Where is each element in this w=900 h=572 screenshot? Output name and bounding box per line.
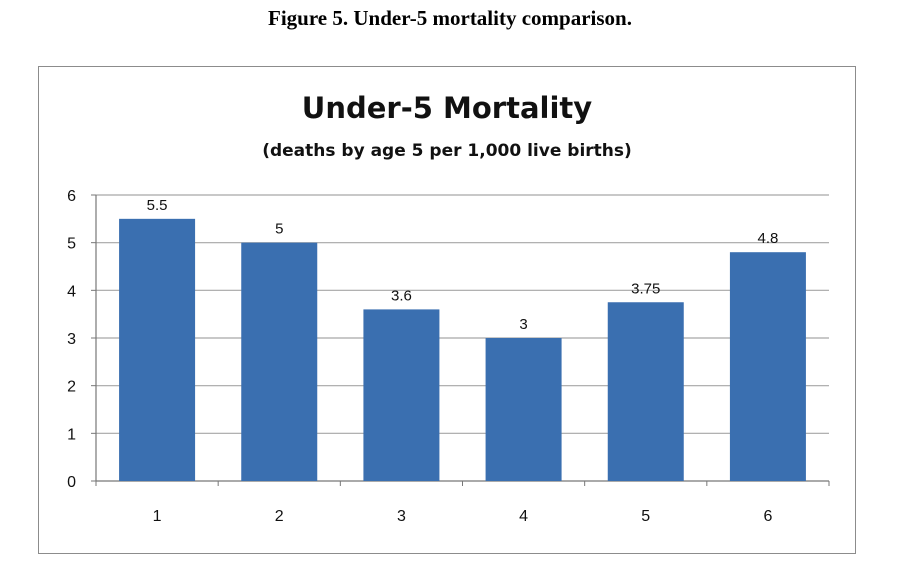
y-tick-label: 6: [67, 188, 76, 205]
x-tick-label: 5: [641, 508, 650, 525]
y-tick-label: 0: [67, 474, 76, 491]
data-label: 4.8: [757, 230, 778, 247]
data-label: 3: [519, 316, 527, 333]
x-tick-label: 4: [519, 508, 528, 525]
y-tick-label: 5: [67, 236, 76, 253]
chart-subtitle: (deaths by age 5 per 1,000 live births): [262, 141, 632, 161]
data-label: 5.5: [147, 197, 168, 214]
data-label: 3.75: [631, 280, 660, 297]
y-tick-label: 2: [67, 379, 76, 396]
x-tick-label: 2: [275, 508, 284, 525]
bar: [363, 309, 440, 481]
figure-caption: Figure 5. Under-5 mortality comparison.: [268, 6, 632, 30]
data-label: 5: [275, 221, 283, 238]
y-tick-label: 1: [67, 426, 76, 443]
chart-frame: Under-5 Mortality (deaths by age 5 per 1…: [38, 66, 856, 554]
x-tick-label: 3: [397, 508, 406, 525]
chart-title: Under-5 Mortality: [301, 91, 593, 125]
x-tick-label: 6: [763, 508, 772, 525]
bar: [729, 252, 806, 481]
y-tick-label: 3: [67, 331, 76, 348]
bar: [485, 338, 562, 481]
bar-chart: 0 1 2 3 4 5 6 5.5 1 5 2 3.6 3 3 4 3.75 5 4.8 6: [67, 188, 830, 525]
bar: [241, 242, 318, 481]
bar: [119, 218, 196, 482]
data-label: 3.6: [391, 287, 412, 304]
y-tick-label: 4: [67, 283, 76, 300]
bar: [607, 302, 684, 481]
x-tick-label: 1: [153, 508, 162, 525]
